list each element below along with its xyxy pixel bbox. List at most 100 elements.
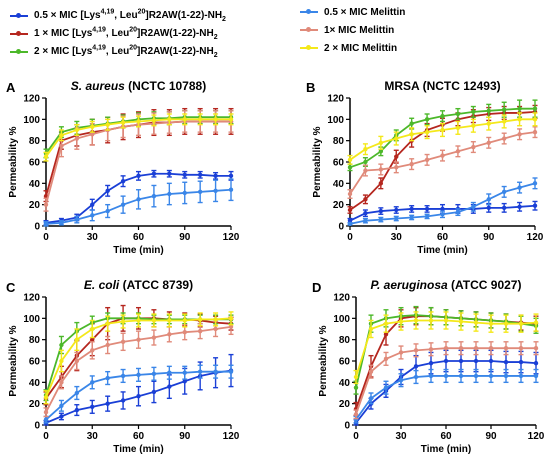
data-point xyxy=(503,359,509,365)
y-axis-label: Permeability % xyxy=(318,325,329,396)
data-point xyxy=(151,118,157,123)
data-point xyxy=(105,122,110,127)
data-point xyxy=(353,412,359,417)
data-point xyxy=(383,356,389,362)
data-point xyxy=(443,358,449,364)
y-axis-label: Permeability % xyxy=(8,325,19,396)
legend-swatch xyxy=(300,45,318,51)
data-point xyxy=(228,117,234,122)
data-point xyxy=(455,149,461,154)
data-point xyxy=(105,401,110,406)
x-tick-label: 60 xyxy=(133,431,145,442)
data-point xyxy=(471,109,476,115)
data-point xyxy=(136,173,141,179)
data-point xyxy=(424,157,430,163)
data-point xyxy=(428,347,434,352)
data-point xyxy=(74,217,80,222)
data-point xyxy=(443,346,449,351)
legend-swatch xyxy=(10,48,28,54)
data-point xyxy=(347,191,353,197)
data-point xyxy=(182,172,187,177)
y-tick-label: 120 xyxy=(23,293,40,304)
data-point xyxy=(182,330,187,335)
data-point xyxy=(383,385,389,390)
data-point xyxy=(90,404,95,410)
data-point xyxy=(532,203,538,208)
data-point xyxy=(409,206,414,212)
series-l6 xyxy=(43,113,234,162)
series-l1 xyxy=(43,353,234,426)
x-tick-label: 0 xyxy=(347,232,353,243)
data-point xyxy=(197,317,203,322)
data-point xyxy=(486,121,491,126)
data-point xyxy=(473,346,479,351)
data-point xyxy=(428,373,434,379)
y-tick-label: 60 xyxy=(339,357,351,368)
data-point xyxy=(197,189,203,195)
data-point xyxy=(532,106,538,111)
data-point xyxy=(74,127,80,133)
panel-title: E. coli (ATCC 8739) xyxy=(84,278,193,292)
legend-item-l2: 1 × MIC [Lys4,19, Leu20]R2AW(1-22)-NH2 xyxy=(10,24,218,42)
data-point xyxy=(383,321,389,326)
data-point xyxy=(59,414,64,419)
data-point xyxy=(532,129,538,135)
data-point xyxy=(409,132,414,137)
data-point xyxy=(378,149,384,154)
series-l1 xyxy=(353,349,539,426)
legend-swatch xyxy=(300,9,318,15)
legend-label: 1 × MIC [Lys4,19, Leu20]R2AW(1-22)-NH2 xyxy=(34,27,218,42)
x-tick-label: 120 xyxy=(528,431,545,442)
data-point xyxy=(424,129,430,135)
y-tick-label: 120 xyxy=(327,94,344,105)
data-point xyxy=(167,332,172,337)
data-point xyxy=(363,147,368,152)
data-point xyxy=(43,410,49,415)
data-point xyxy=(213,326,218,332)
x-tick-label: 30 xyxy=(395,431,407,442)
data-point xyxy=(409,161,414,167)
data-point xyxy=(533,373,539,379)
data-point xyxy=(120,202,126,207)
data-point xyxy=(59,380,64,385)
panel-title-organism: E. coli xyxy=(84,278,120,292)
data-point xyxy=(167,117,172,122)
data-point xyxy=(120,120,126,125)
data-point xyxy=(120,339,126,344)
data-point xyxy=(501,189,507,195)
y-tick-label: 20 xyxy=(29,399,41,410)
data-point xyxy=(182,379,187,384)
y-tick-label: 80 xyxy=(29,136,41,147)
data-point xyxy=(471,123,476,128)
data-point xyxy=(488,346,494,351)
data-point xyxy=(533,320,539,325)
legend-item-l6: 2 × MIC Melittin xyxy=(300,42,397,56)
legend-swatch xyxy=(300,27,318,33)
panel-title-strain: (ATCC 8739) xyxy=(119,278,193,292)
data-point xyxy=(347,207,353,213)
legend-item-l1: 0.5 × MIC [Lys4,19, Leu20]R2AW(1-22)-NH2 xyxy=(10,6,226,23)
x-tick-label: 90 xyxy=(179,232,191,243)
legend-item-l4: 0.5 × MIC Melittin xyxy=(300,6,405,20)
data-point xyxy=(353,374,359,380)
series-l5 xyxy=(353,341,539,420)
data-point xyxy=(443,373,449,379)
y-tick-label: 0 xyxy=(344,421,350,432)
series-l5 xyxy=(347,126,538,199)
y-tick-label: 40 xyxy=(333,179,345,190)
y-tick-label: 20 xyxy=(29,200,41,211)
data-point xyxy=(136,197,141,202)
y-tick-label: 0 xyxy=(34,222,40,233)
data-point xyxy=(228,316,234,321)
data-point xyxy=(59,358,64,364)
legend-item-l3: 2 × MIC [Lys4,19, Leu20]R2AW(1-22)-NH2 xyxy=(10,42,218,60)
x-tick-label: 30 xyxy=(391,232,403,243)
data-point xyxy=(413,374,419,380)
data-point xyxy=(518,346,524,351)
data-point xyxy=(455,209,461,215)
data-point xyxy=(471,204,476,209)
data-point xyxy=(455,111,461,117)
legend-label: 2 × MIC [Lys4,19, Leu20]R2AW(1-22)-NH2 xyxy=(34,45,218,60)
data-point xyxy=(471,144,476,150)
